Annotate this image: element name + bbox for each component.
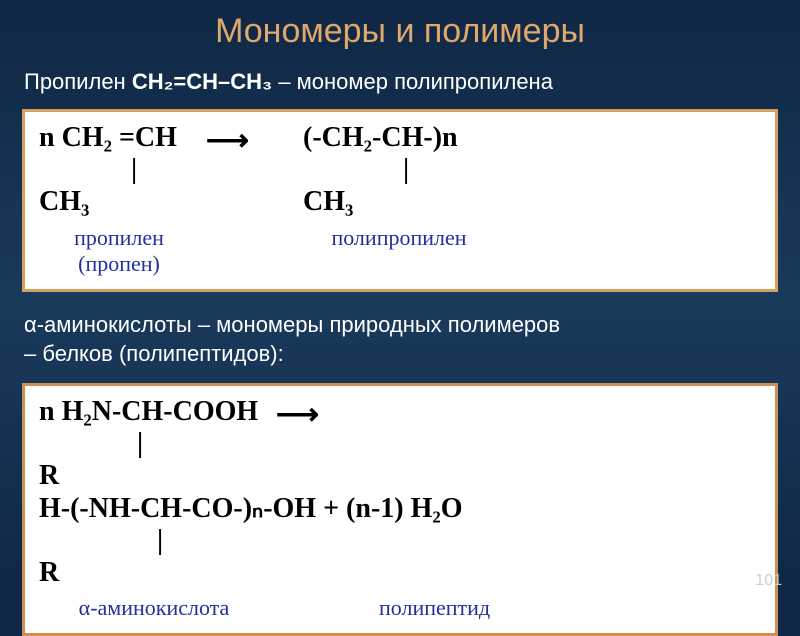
reaction-2-equation: n H₂N-CH-COOH |R ⟶ H-(-NH-CH-CO-)ₙ-OH + … (39, 396, 761, 589)
r2-label-right: полипептид (329, 595, 529, 621)
reaction-box-1: n CH₂ =CH |CH₃ ⟶ (-CH₂-CH-)n |CH₃ пропил… (22, 109, 778, 292)
r1-left-line1: n CH₂ =CH (39, 122, 177, 153)
reaction-1-equation: n CH₂ =CH |CH₃ ⟶ (-CH₂-CH-)n |CH₃ (39, 122, 761, 219)
r1-right-line2: |CH₃ (303, 154, 409, 217)
page-number: 101 (755, 572, 782, 590)
reaction-box-2: n H₂N-CH-COOH |R ⟶ H-(-NH-CH-CO-)ₙ-OH + … (22, 383, 778, 636)
r2-left-line1: n H₂N-CH-COOH (39, 396, 258, 427)
r1-label-left-sub: (пропен) (78, 251, 160, 276)
body-text: α-аминокислоты – мономеры природных поли… (0, 310, 800, 383)
slide-title: Мономеры и полимеры (0, 0, 800, 51)
subtitle: Пропилен CH₂=CH–CH₃ – мономер полипропил… (0, 51, 800, 109)
arrow-icon: ⟶ (206, 122, 296, 159)
reaction-2-labels: α-аминокислота полипептид (39, 595, 761, 621)
r1-label-right: полипропилен (289, 225, 509, 277)
r1-right-line1: (-CH₂-CH-)n (303, 122, 458, 153)
r2-right-line2: |R (39, 525, 163, 588)
arrow-icon: ⟶ (276, 396, 336, 433)
r2-left-line2: |R (39, 428, 143, 491)
body-line1: α-аминокислоты – мономеры природных поли… (24, 310, 776, 340)
r2-label-left: α-аминокислота (39, 595, 269, 621)
subtitle-formula: CH₂=CH–CH₃ (132, 69, 272, 94)
r2-right-line1: H-(-NH-CH-CO-)ₙ-OH + (n-1) H₂O (39, 493, 463, 524)
body-line2: – белков (полипептидов): (24, 339, 776, 369)
r1-left-line2: |CH₃ (39, 154, 137, 217)
reaction-1-labels: пропилен (пропен) полипропилен (39, 225, 761, 277)
r1-label-left: пропилен (74, 225, 164, 250)
subtitle-prefix: Пропилен (24, 69, 132, 94)
subtitle-suffix: – мономер полипропилена (272, 69, 553, 94)
